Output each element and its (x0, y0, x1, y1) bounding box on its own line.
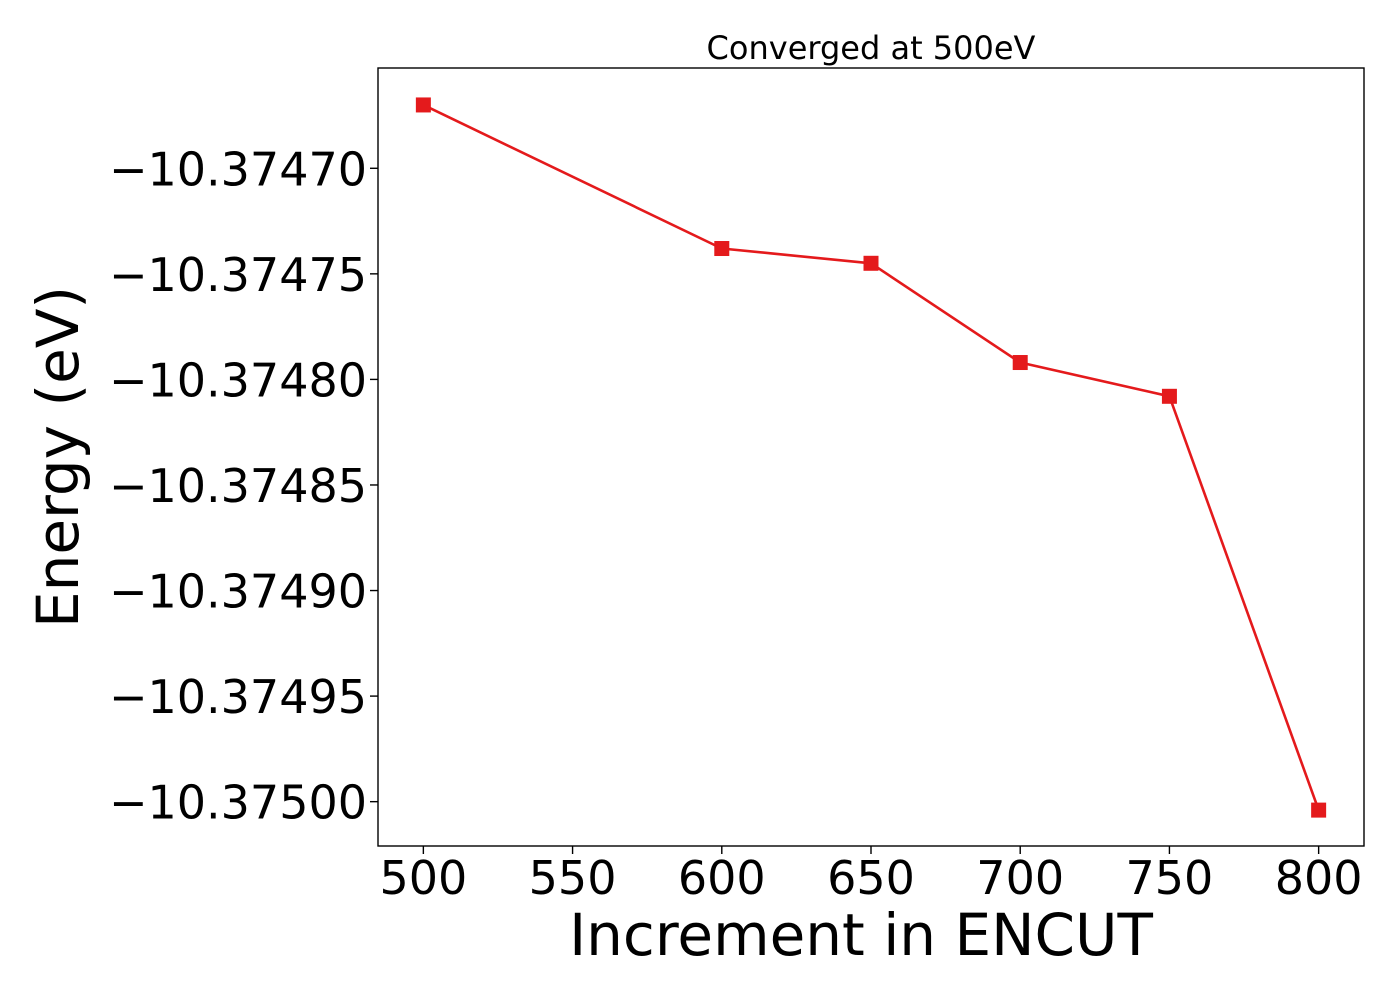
series-layer (415, 97, 1327, 818)
x-axis-label: Increment in ENCUT (569, 901, 1153, 969)
plot-frame (377, 67, 1365, 847)
series-line (422, 103, 1320, 811)
y-tick-label: −10.37475 (109, 248, 367, 302)
y-axis: −10.37470 −10.37475 −10.37480 −10.37485 −10.… (109, 142, 378, 830)
x-tick-label: 800 (1275, 851, 1363, 905)
y-tick-label: −10.37485 (109, 459, 367, 513)
y-tick-label: −10.37490 (109, 565, 367, 619)
x-tick-label: 700 (976, 851, 1064, 905)
x-tick-label: 750 (1126, 851, 1214, 905)
chart-title: Converged at 500eV (707, 29, 1036, 67)
y-tick-label: −10.37470 (109, 142, 367, 196)
data-point-marker (415, 97, 431, 113)
y-tick-label: −10.37480 (109, 353, 367, 407)
x-tick-label: 550 (529, 851, 617, 905)
x-tick-label: 600 (678, 851, 766, 905)
y-axis-label: Energy (eV) (24, 286, 92, 628)
y-tick-label: −10.37495 (109, 670, 367, 724)
data-point-marker (1311, 802, 1327, 818)
x-axis: 500 550 600 650 700 750 800 (379, 846, 1363, 905)
y-tick-label: −10.37500 (109, 776, 367, 830)
x-tick-label: 650 (827, 851, 915, 905)
x-tick-label: 500 (379, 851, 467, 905)
data-point-marker (1161, 388, 1177, 404)
data-point-marker (1012, 355, 1028, 371)
data-point-marker (714, 241, 730, 257)
data-point-marker (863, 255, 879, 271)
